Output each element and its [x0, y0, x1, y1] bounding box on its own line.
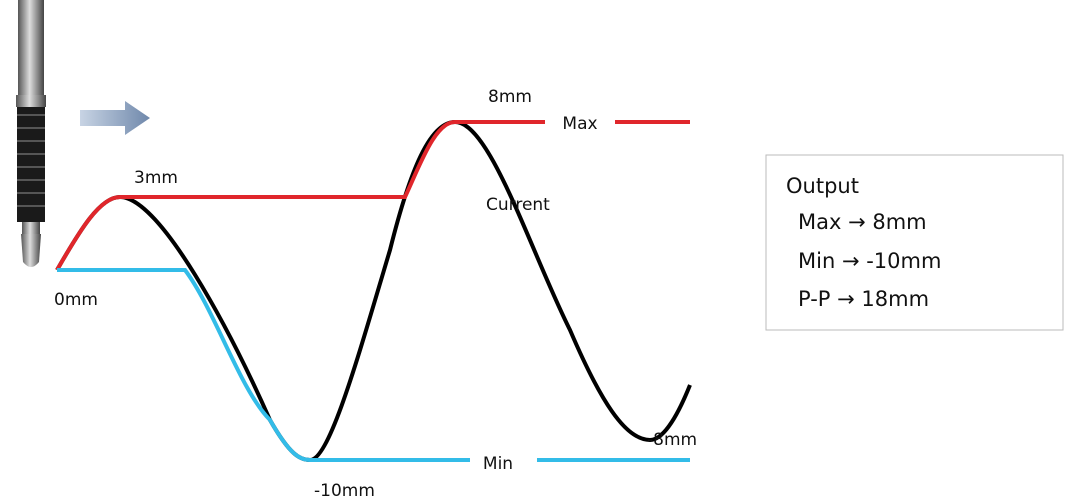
label: -10mm [314, 481, 375, 501]
output-line: P-P → 18mm [798, 287, 929, 311]
output-line: Min → -10mm [798, 249, 941, 273]
label: 8mm [488, 87, 532, 107]
label: Max [562, 114, 597, 134]
label: Min [483, 454, 513, 474]
direction-arrow [80, 101, 150, 135]
label: 3mm [134, 168, 178, 188]
diagram: 3mm 0mm 8mm Max Current Min -10mm -8mm O… [0, 0, 1077, 503]
page: 3mm 0mm 8mm Max Current Min -10mm -8mm O… [0, 0, 1077, 503]
output-title: Output [786, 174, 859, 198]
max-curve [57, 122, 690, 270]
probe [16, 0, 46, 267]
output-line: Max → 8mm [798, 210, 927, 234]
label: 0mm [54, 290, 98, 310]
label: -8mm [647, 430, 697, 450]
label: Current [486, 195, 550, 215]
output-box: Output Max → 8mm Min → -10mm P-P → 18mm [766, 155, 1063, 330]
